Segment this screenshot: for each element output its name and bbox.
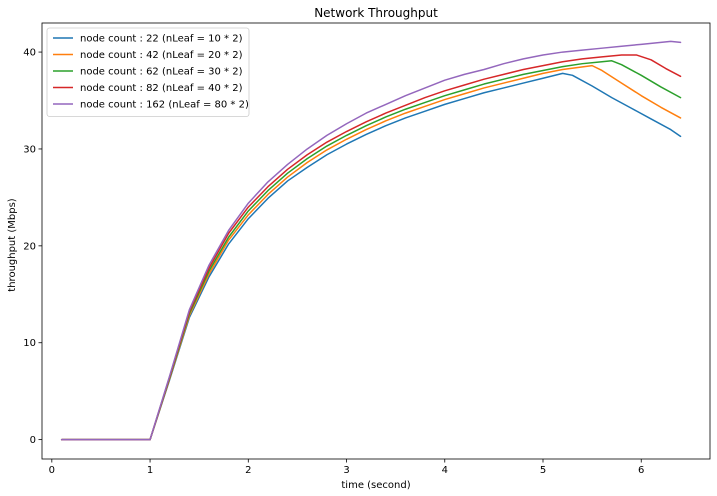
series-line-3	[60, 60, 682, 441]
y-axis-label: throughput (Mbps)	[7, 198, 18, 292]
legend-label: node count : 22 (nLeaf = 10 * 2)	[80, 34, 243, 45]
x-tick-label: 2	[245, 465, 251, 476]
series-line-5	[60, 40, 682, 441]
y-tick-label: 0	[30, 435, 36, 446]
legend-label: node count : 62 (nLeaf = 30 * 2)	[80, 67, 243, 78]
series-line-1	[60, 72, 682, 441]
chart-title: Network Throughput	[314, 6, 438, 20]
series-line-2	[60, 64, 682, 441]
x-tick-label: 4	[442, 465, 448, 476]
x-axis: 0 1 2 3 4 5 6	[49, 459, 644, 476]
x-tick-label: 3	[343, 465, 349, 476]
y-axis: 0 10 20 30 40	[23, 48, 42, 446]
x-axis-label: time (second)	[341, 480, 410, 491]
x-tick-label: 5	[540, 465, 546, 476]
x-tick-label: 6	[638, 465, 644, 476]
legend-label: node count : 82 (nLeaf = 40 * 2)	[80, 83, 243, 94]
plot-area	[60, 40, 682, 441]
series-layer	[60, 40, 682, 441]
legend: node count : 22 (nLeaf = 10 * 2) node cou…	[46, 27, 250, 117]
plot-frame	[41, 22, 711, 460]
series-line-4	[60, 54, 682, 441]
legend-box	[46, 27, 250, 117]
x-tick-label: 0	[49, 465, 55, 476]
legend-label: node count : 42 (nLeaf = 20 * 2)	[80, 50, 243, 61]
y-tick-label: 20	[23, 241, 36, 252]
legend-label: node count : 162 (nLeaf = 80 * 2)	[80, 100, 249, 111]
x-tick-label: 1	[147, 465, 153, 476]
y-tick-label: 10	[23, 338, 36, 349]
y-tick-label: 40	[23, 48, 36, 59]
y-tick-label: 30	[23, 144, 36, 155]
